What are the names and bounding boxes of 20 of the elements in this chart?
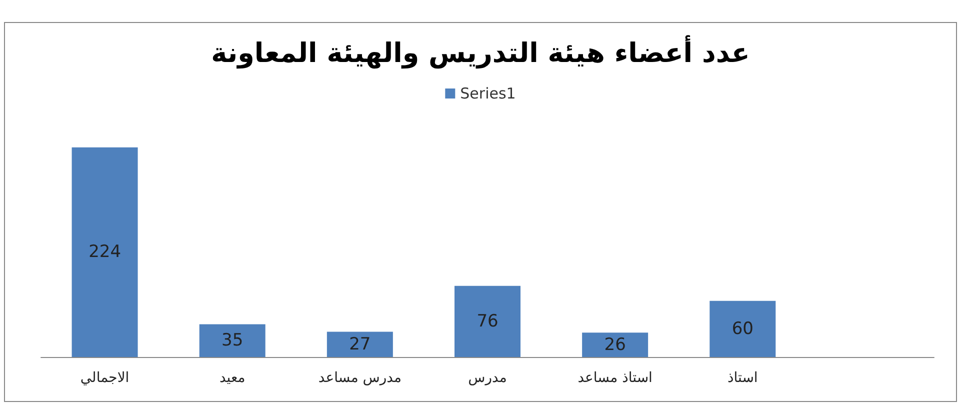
data-label: 27 — [349, 334, 371, 354]
x-tick-label: مدرس — [468, 370, 507, 386]
data-label: 224 — [88, 242, 122, 262]
x-tick-label: استاذ — [727, 370, 758, 386]
legend-label: Series1 — [460, 84, 516, 102]
data-label: 26 — [604, 334, 626, 355]
bar — [454, 286, 520, 357]
bar — [582, 332, 648, 357]
bar — [710, 300, 776, 357]
x-tick-label: معيد — [219, 370, 246, 386]
data-label: 76 — [476, 311, 498, 332]
bar — [72, 147, 138, 357]
bar — [199, 324, 266, 357]
x-tick-label: الاجمالي — [80, 370, 130, 386]
data-label: 35 — [222, 330, 244, 351]
chart-title: عدد أعضاء هيئة التدريس والهيئة المعاونة — [211, 35, 750, 69]
bar — [326, 332, 393, 357]
x-tick-label: مدرس مساعد — [318, 370, 402, 386]
x-tick-label: استاذ مساعد — [578, 370, 652, 386]
data-label: 60 — [732, 318, 754, 339]
